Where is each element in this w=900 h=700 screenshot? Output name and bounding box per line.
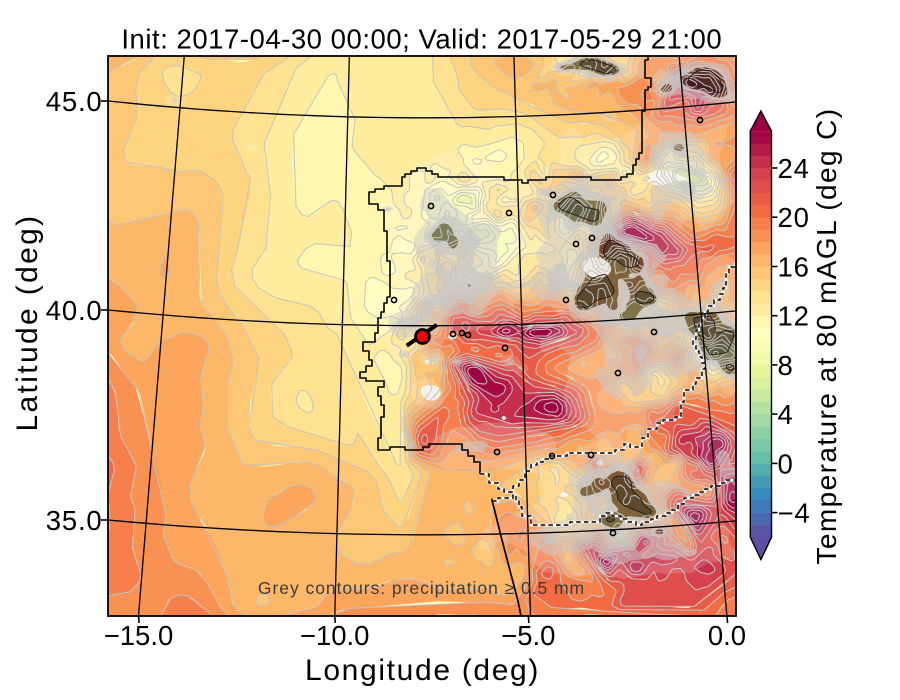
svg-text:Init: 2017-04-30 00:00; Valid:: Init: 2017-04-30 00:00; Valid: 2017-05-2… xyxy=(121,24,722,55)
svg-text:−10.0: −10.0 xyxy=(300,620,370,651)
svg-text:Temperature at 80 mAGL (deg C): Temperature at 80 mAGL (deg C) xyxy=(811,107,842,564)
svg-text:4: 4 xyxy=(778,399,794,430)
svg-text:45.0: 45.0 xyxy=(46,86,103,117)
svg-text:Longitude (deg): Longitude (deg) xyxy=(305,654,540,687)
svg-text:Latitude (deg): Latitude (deg) xyxy=(11,213,44,431)
svg-text:12: 12 xyxy=(778,301,810,332)
svg-text:8: 8 xyxy=(778,350,794,381)
svg-text:0.0: 0.0 xyxy=(708,620,746,651)
svg-text:20: 20 xyxy=(778,202,810,233)
svg-text:16: 16 xyxy=(778,252,810,283)
svg-text:35.0: 35.0 xyxy=(46,505,103,536)
svg-text:Grey contours: precipitation ≥: Grey contours: precipitation ≥ 0.5 mm xyxy=(258,578,585,598)
svg-text:−4: −4 xyxy=(778,498,811,529)
svg-text:40.0: 40.0 xyxy=(46,295,103,326)
svg-text:0: 0 xyxy=(778,448,794,479)
svg-text:24: 24 xyxy=(778,153,810,184)
svg-text:−5.0: −5.0 xyxy=(501,620,555,651)
svg-text:−15.0: −15.0 xyxy=(104,620,174,651)
